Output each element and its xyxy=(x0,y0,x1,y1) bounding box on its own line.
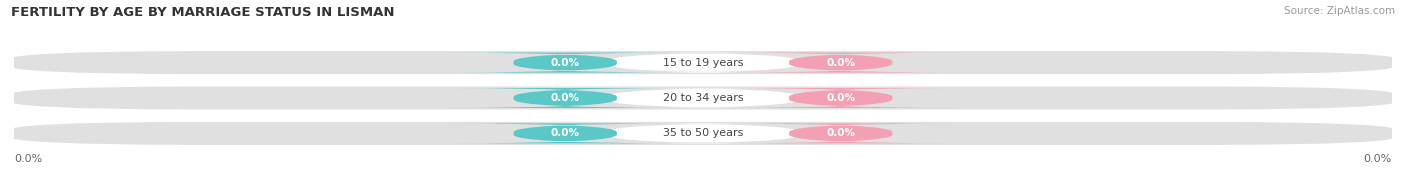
Text: Source: ZipAtlas.com: Source: ZipAtlas.com xyxy=(1284,6,1395,16)
Text: 0.0%: 0.0% xyxy=(551,58,579,68)
FancyBboxPatch shape xyxy=(720,53,962,73)
FancyBboxPatch shape xyxy=(606,88,800,108)
FancyBboxPatch shape xyxy=(720,88,962,108)
FancyBboxPatch shape xyxy=(444,53,686,73)
Text: 0.0%: 0.0% xyxy=(827,93,855,103)
FancyBboxPatch shape xyxy=(4,122,1402,145)
Text: 0.0%: 0.0% xyxy=(551,128,579,138)
FancyBboxPatch shape xyxy=(444,88,686,108)
Text: 15 to 19 years: 15 to 19 years xyxy=(662,58,744,68)
Text: 0.0%: 0.0% xyxy=(827,128,855,138)
FancyBboxPatch shape xyxy=(4,86,1402,110)
Text: 20 to 34 years: 20 to 34 years xyxy=(662,93,744,103)
FancyBboxPatch shape xyxy=(606,123,800,143)
Text: 0.0%: 0.0% xyxy=(551,93,579,103)
FancyBboxPatch shape xyxy=(444,123,686,143)
Text: 0.0%: 0.0% xyxy=(14,154,42,164)
FancyBboxPatch shape xyxy=(720,123,962,143)
Text: 0.0%: 0.0% xyxy=(827,58,855,68)
Text: 0.0%: 0.0% xyxy=(1364,154,1392,164)
FancyBboxPatch shape xyxy=(606,53,800,73)
Text: FERTILITY BY AGE BY MARRIAGE STATUS IN LISMAN: FERTILITY BY AGE BY MARRIAGE STATUS IN L… xyxy=(11,6,395,19)
Legend: Married, Unmarried: Married, Unmarried xyxy=(619,192,787,196)
Text: 35 to 50 years: 35 to 50 years xyxy=(662,128,744,138)
FancyBboxPatch shape xyxy=(4,51,1402,74)
